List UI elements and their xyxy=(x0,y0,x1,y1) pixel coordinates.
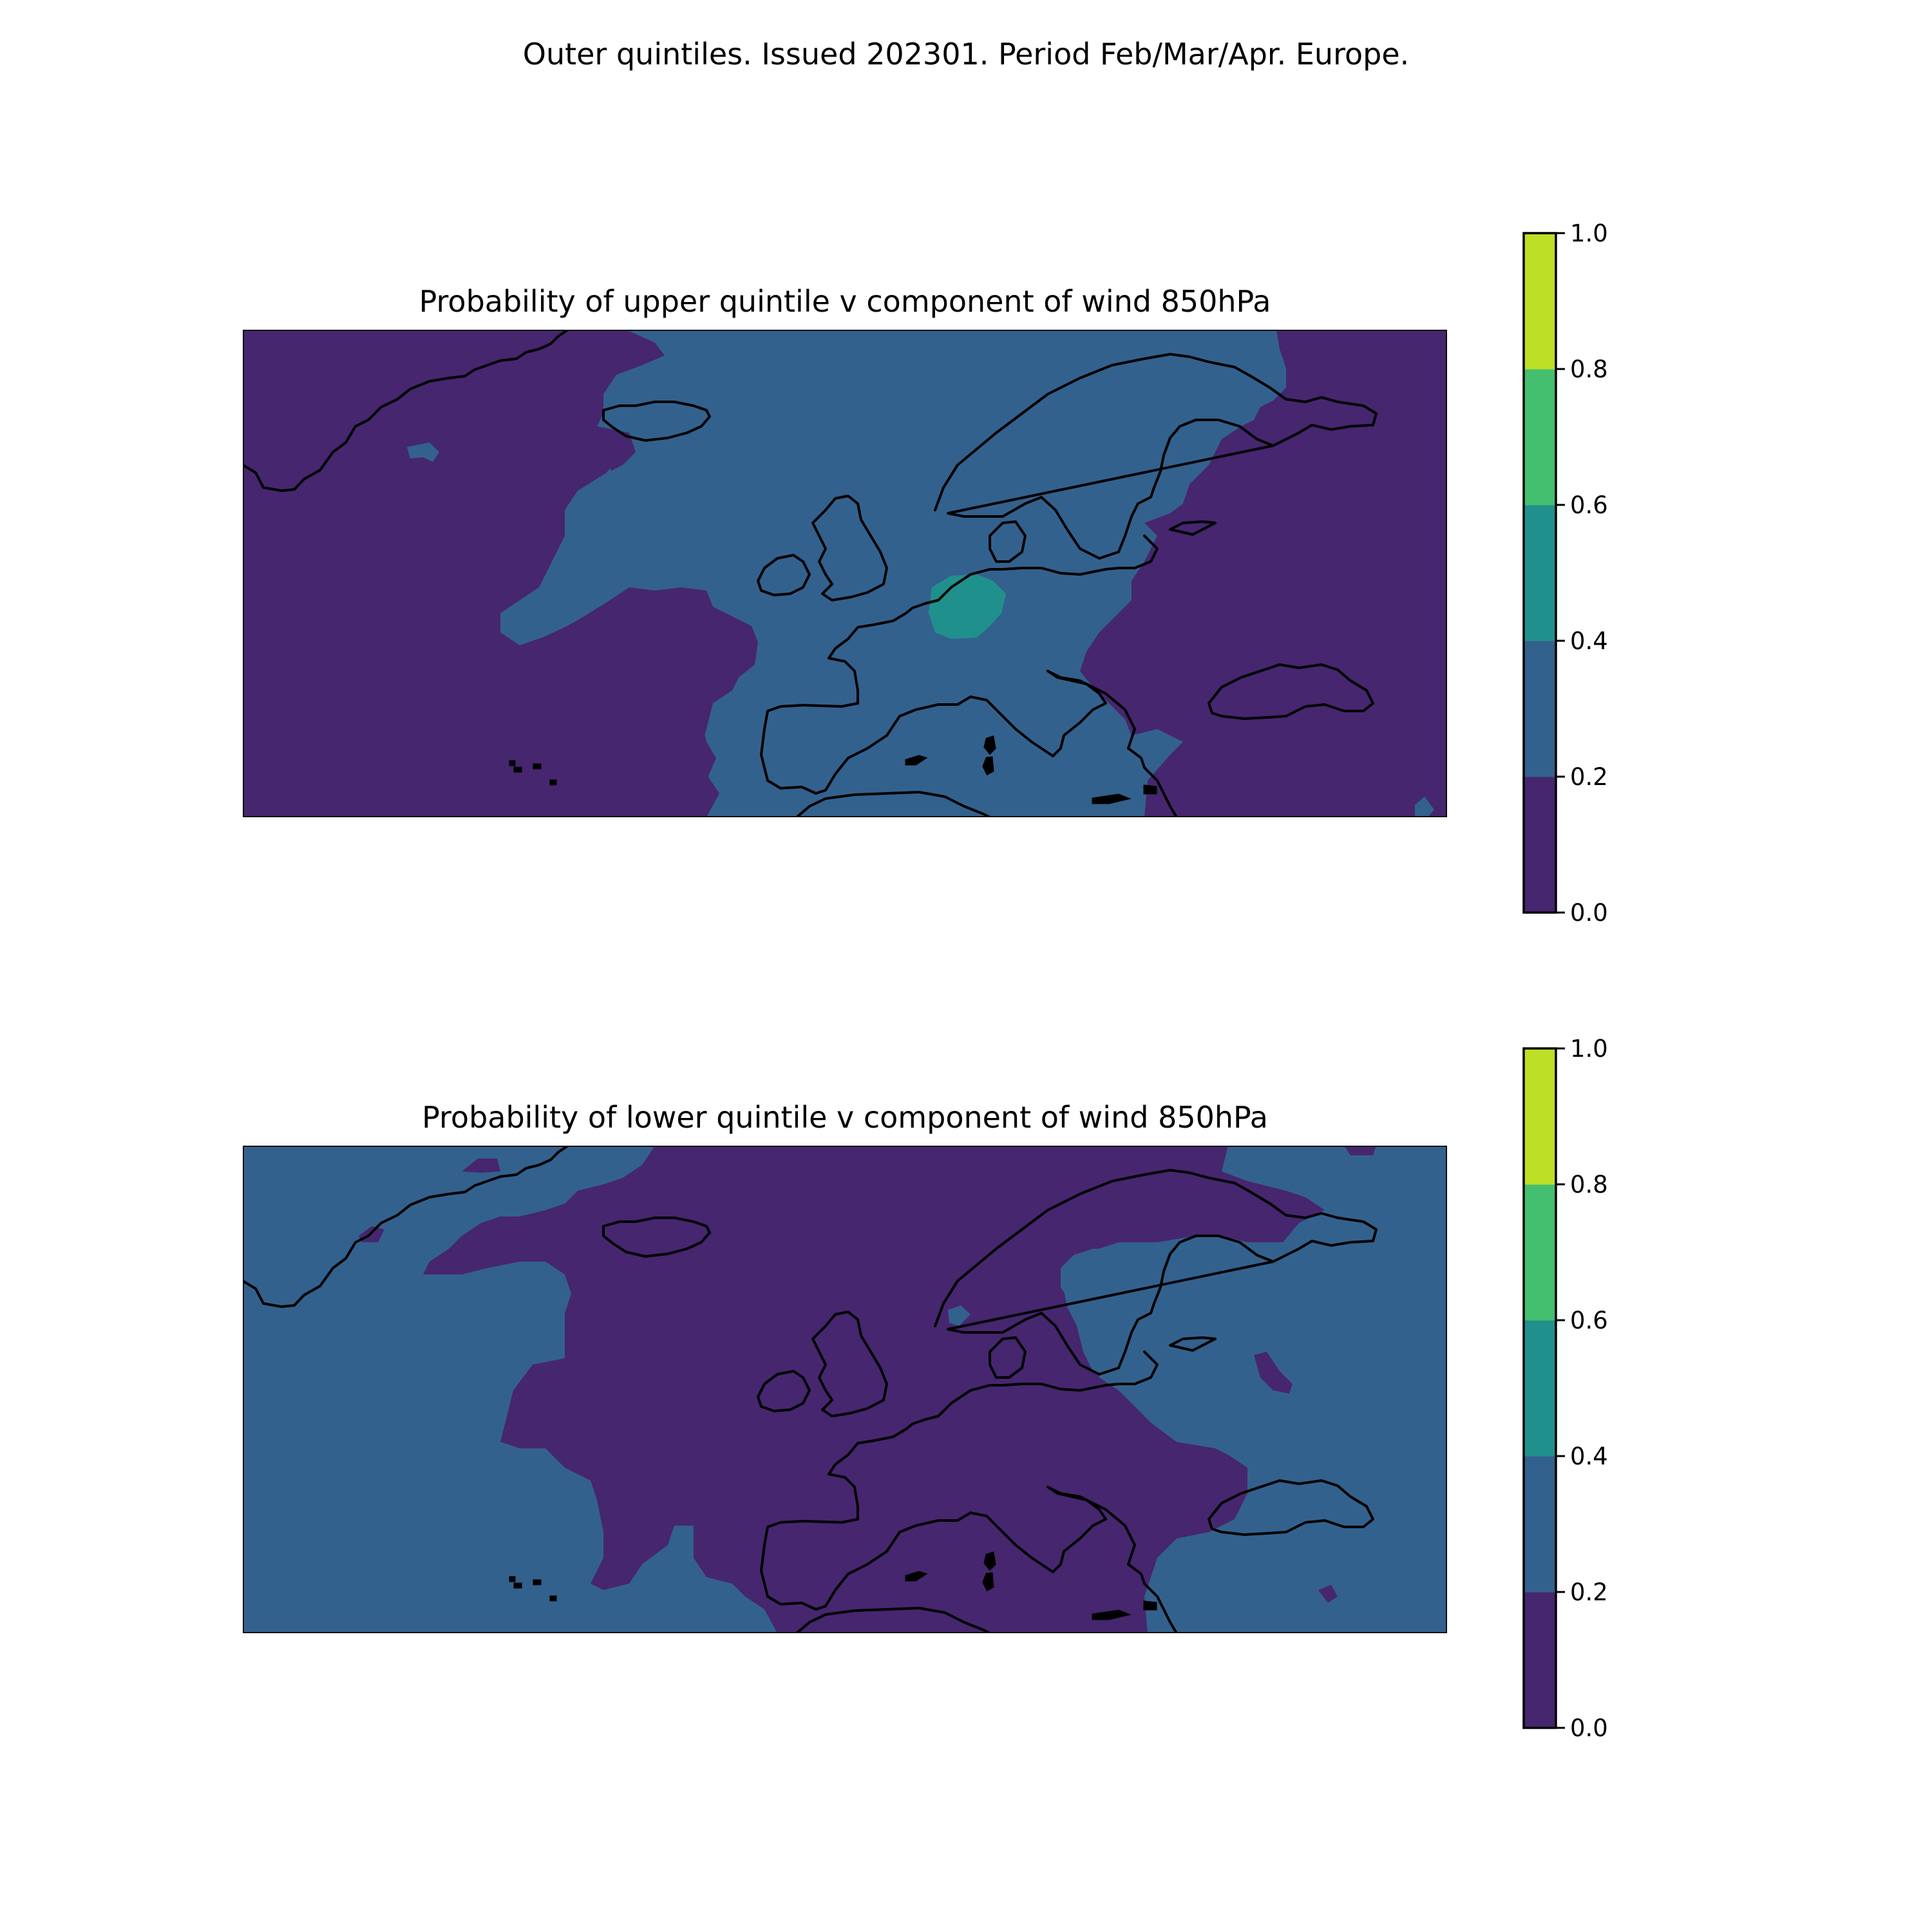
figure-title: Outer quintiles. Issued 202301. Period F… xyxy=(523,37,1410,71)
colorbar-segment xyxy=(1524,777,1556,913)
colorbar-segment xyxy=(1524,641,1556,777)
region-class-0.2-0.4-patch-d xyxy=(1415,797,1434,817)
colorbar-frame xyxy=(1522,232,1557,914)
map-lower-quintile xyxy=(243,1146,1447,1633)
colorbar-tick-label: 0.4 xyxy=(1570,627,1608,655)
region-class-0.0-0.2-patch-e xyxy=(1318,1585,1338,1603)
colorbar-segment xyxy=(1524,369,1556,506)
colorbar-segment xyxy=(1524,1320,1556,1457)
region-class-0.0-0.2-patch-d xyxy=(1254,1352,1293,1394)
colorbar-tick-label: 0.0 xyxy=(1570,899,1608,927)
region-class-0.2-0.4-patch-c xyxy=(1247,383,1270,401)
colorbar-tick-label: 0.2 xyxy=(1570,1578,1608,1606)
colorbar-tick-label: 0.0 xyxy=(1570,1714,1608,1742)
colorbar-tick-label: 1.0 xyxy=(1570,1035,1608,1063)
map-upper-quintile xyxy=(243,330,1447,817)
colorbar-tick-label: 0.6 xyxy=(1570,491,1608,519)
colorbar-tick-label: 0.8 xyxy=(1570,355,1608,383)
region-class-0.0-0.2-patch-c xyxy=(1344,1146,1376,1155)
region-class-0.0-0.2-tongue xyxy=(642,607,723,781)
region-class-0.2-0.4-patch-a xyxy=(948,1305,971,1326)
panel-upper-quintile: Probability of upper quintile v componen… xyxy=(243,284,1447,817)
colorbar-segment xyxy=(1524,233,1556,370)
region-class-0.2-0.4-patch-a xyxy=(407,442,439,462)
colorbar-segment xyxy=(1524,1184,1556,1321)
colorbar-tick-label: 0.2 xyxy=(1570,763,1608,791)
panel-lower-quintile: Probability of lower quintile v componen… xyxy=(243,1100,1447,1633)
colorbar-upper: 0.0 0.2 0.4 0.6 0.8 1.0 xyxy=(1522,220,1608,927)
region-class-0.2-0.4-patch-b xyxy=(600,468,616,494)
region-class-0.0-0.2-patch-a xyxy=(462,1159,500,1173)
colorbar-tick-label: 1.0 xyxy=(1570,220,1608,247)
colorbar-tick-label: 0.4 xyxy=(1570,1443,1608,1470)
colorbar-frame xyxy=(1522,1047,1557,1729)
colorbar-segment xyxy=(1524,1048,1556,1185)
colorbar-tick-label: 0.8 xyxy=(1570,1171,1608,1198)
colorbar-tick-label: 0.6 xyxy=(1570,1307,1608,1334)
colorbar-segment xyxy=(1524,505,1556,641)
panel-title-upper: Probability of upper quintile v componen… xyxy=(419,284,1271,319)
region-class-0.2-0.4 xyxy=(384,330,1286,817)
colorbar-segment xyxy=(1524,1456,1556,1593)
colorbar-segment xyxy=(1524,1592,1556,1728)
region-class-0.0-0.2-patch xyxy=(665,639,677,658)
panel-title-lower: Probability of lower quintile v componen… xyxy=(422,1100,1268,1135)
colorbar-lower: 0.0 0.2 0.4 0.6 0.8 1.0 xyxy=(1522,1035,1608,1742)
